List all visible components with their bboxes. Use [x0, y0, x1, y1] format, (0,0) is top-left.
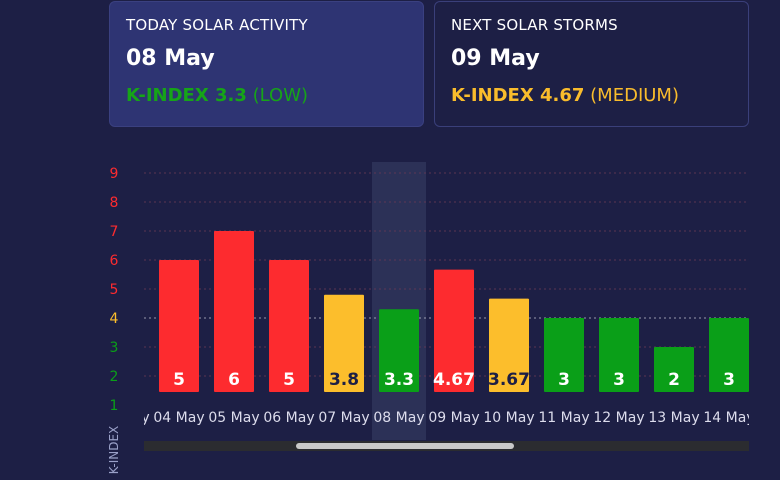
next-solar-storms-card: NEXT SOLAR STORMS 09 May K-INDEX 4.67 (M…: [434, 1, 749, 127]
y-tick-label: 6: [110, 253, 119, 269]
bar: [709, 318, 749, 392]
next-kindex-value: K-INDEX 4.67: [451, 85, 585, 106]
x-tick-label: 11 May: [538, 410, 589, 426]
bar-value-label: 3: [558, 370, 570, 390]
highlight-column: [372, 162, 426, 440]
y-tick-label: 4: [110, 311, 119, 327]
bar-value-label: 3: [613, 370, 625, 390]
x-tick-label: 09 May: [428, 410, 479, 426]
bar: [269, 260, 309, 392]
bar-value-label: 4.67: [433, 370, 475, 390]
today-kindex-value: K-INDEX 3.3: [126, 85, 247, 106]
next-card-date: 09 May: [451, 46, 540, 71]
x-tick-label: 04 May: [153, 410, 204, 426]
bar: [434, 269, 474, 392]
bar-value-label: 5: [173, 370, 185, 390]
bar: [599, 318, 639, 392]
y-tick-label: 3: [110, 340, 119, 356]
x-tick-label: 14 May: [703, 410, 754, 426]
y-tick-label: 5: [110, 282, 119, 298]
bar: [214, 231, 254, 392]
x-tick-label: 12 May: [593, 410, 644, 426]
bar: [654, 347, 694, 392]
chart-scrollbar[interactable]: [144, 441, 749, 451]
y-tick-label: 2: [110, 369, 119, 385]
today-card-title: TODAY SOLAR ACTIVITY: [126, 16, 308, 34]
today-kindex-level: (LOW): [252, 85, 309, 106]
x-tick-label: 08 May: [373, 410, 424, 426]
bar: [379, 309, 419, 392]
y-tick-label: 8: [110, 195, 119, 211]
bar-value-label: 3: [723, 370, 735, 390]
bar: [544, 318, 584, 392]
next-kindex-line: K-INDEX 4.67 (MEDIUM): [451, 85, 732, 106]
bar: [324, 294, 364, 392]
x-tick-label: 06 May: [263, 410, 314, 426]
x-tick-label: 07 May: [318, 410, 369, 426]
chart-scrollbar-thumb[interactable]: [296, 443, 514, 449]
x-tick-label: 03 May: [98, 410, 149, 426]
x-tick-label: 05 May: [208, 410, 259, 426]
bar-value-label: 5: [283, 370, 295, 390]
y-axis-label: K-INDEX: [107, 426, 121, 475]
x-tick-label: 13 May: [648, 410, 699, 426]
y-tick-label: 1: [110, 398, 119, 414]
bar-value-label: 2: [668, 370, 680, 390]
y-tick-label: 7: [110, 224, 119, 240]
bar: [159, 260, 199, 392]
x-tick-label: 10 May: [483, 410, 534, 426]
bar-value-label: 3.8: [329, 370, 359, 390]
bar-value-label: 3.3: [384, 370, 414, 390]
bar-value-label: 3.67: [488, 370, 530, 390]
today-kindex-line: K-INDEX 3.3 (LOW): [126, 85, 407, 106]
today-card-date: 08 May: [126, 46, 215, 71]
next-kindex-level: (MEDIUM): [590, 85, 679, 106]
next-card-title: NEXT SOLAR STORMS: [451, 16, 618, 34]
today-solar-activity-card: TODAY SOLAR ACTIVITY 08 May K-INDEX 3.3 …: [109, 1, 424, 127]
bar: [489, 298, 529, 392]
y-tick-label: 9: [110, 166, 119, 182]
bar-value-label: 6: [228, 370, 240, 390]
